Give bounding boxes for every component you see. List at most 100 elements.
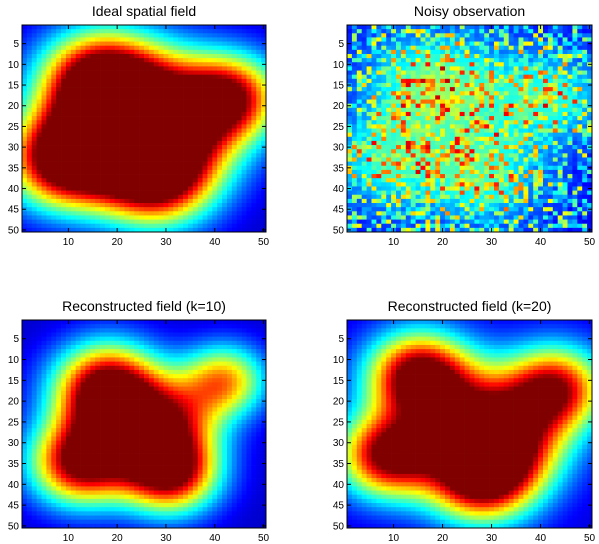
heatmap-cell bbox=[95, 95, 101, 100]
heatmap-cell bbox=[435, 186, 441, 191]
heatmap-cell bbox=[192, 99, 199, 105]
heatmap-cell bbox=[226, 78, 233, 84]
heatmap-cell bbox=[261, 120, 267, 125]
heatmap-cell bbox=[256, 58, 262, 63]
heatmap-cell bbox=[217, 186, 223, 191]
heatmap-cell bbox=[508, 111, 514, 117]
heatmap-cell bbox=[366, 203, 372, 208]
heatmap-cell bbox=[435, 145, 441, 150]
heatmap-cell bbox=[75, 136, 81, 142]
heatmap-cell bbox=[90, 194, 96, 200]
heatmap-cell bbox=[217, 87, 223, 92]
heatmap-cell bbox=[479, 91, 485, 96]
heatmap-cell bbox=[183, 227, 189, 233]
heatmap-cell bbox=[36, 219, 42, 225]
heatmap-cell bbox=[31, 169, 37, 175]
heatmap-cell bbox=[139, 45, 145, 51]
heatmap-cell bbox=[148, 91, 155, 96]
heatmap-cell bbox=[361, 74, 367, 80]
heatmap-cell bbox=[400, 74, 407, 80]
heatmap-cell bbox=[523, 161, 529, 167]
heatmap-cell bbox=[183, 95, 189, 100]
heatmap-cell bbox=[479, 74, 485, 80]
heatmap-cell bbox=[139, 128, 145, 133]
heatmap-cell bbox=[51, 66, 57, 71]
y-tick-label: 30 bbox=[8, 143, 20, 154]
heatmap-cell bbox=[400, 223, 407, 229]
heatmap-cell bbox=[114, 107, 120, 113]
heatmap-cell bbox=[65, 153, 72, 158]
heatmap-cell bbox=[577, 78, 583, 84]
heatmap-cell bbox=[129, 190, 135, 196]
heatmap-cell bbox=[435, 211, 441, 216]
heatmap-cell bbox=[494, 132, 500, 138]
heatmap-cell bbox=[425, 178, 431, 183]
heatmap-cell bbox=[168, 87, 174, 92]
heatmap-cell bbox=[459, 91, 465, 96]
heatmap-cell bbox=[187, 198, 194, 204]
heatmap-cell bbox=[538, 124, 544, 129]
heatmap-cell bbox=[528, 178, 534, 183]
heatmap-cell bbox=[22, 182, 28, 187]
heatmap-cell bbox=[85, 207, 91, 212]
heatmap-cell bbox=[361, 161, 367, 167]
heatmap-cell bbox=[405, 198, 412, 204]
heatmap-cell bbox=[31, 128, 37, 133]
heatmap-cell bbox=[36, 149, 42, 154]
heatmap-cell bbox=[231, 103, 238, 109]
heatmap-cell bbox=[494, 74, 500, 80]
heatmap-cell bbox=[26, 227, 33, 233]
heatmap-cell bbox=[474, 169, 480, 175]
heatmap-cell bbox=[400, 33, 407, 38]
heatmap-cell bbox=[381, 111, 387, 117]
heatmap-cell bbox=[75, 45, 81, 51]
heatmap-cell bbox=[65, 120, 72, 125]
heatmap-cell bbox=[144, 194, 150, 200]
heatmap-cell bbox=[513, 124, 519, 129]
heatmap-cell bbox=[207, 186, 213, 191]
heatmap-cell bbox=[65, 132, 72, 138]
heatmap-cell bbox=[22, 161, 28, 167]
heatmap-cell bbox=[251, 207, 257, 212]
heatmap-cell bbox=[356, 103, 363, 109]
heatmap-cell bbox=[449, 140, 456, 146]
heatmap-cell bbox=[518, 87, 524, 92]
heatmap-cell bbox=[222, 190, 228, 196]
heatmap-cell bbox=[222, 186, 228, 191]
heatmap-cell bbox=[552, 82, 559, 88]
heatmap-cell bbox=[420, 116, 426, 121]
heatmap-cell bbox=[173, 157, 179, 162]
heatmap-cell bbox=[494, 87, 500, 92]
heatmap-cell bbox=[410, 111, 416, 117]
heatmap-cell bbox=[75, 219, 81, 225]
heatmap-cell bbox=[104, 49, 111, 55]
heatmap-cell bbox=[46, 41, 52, 47]
heatmap-cell bbox=[582, 33, 588, 38]
heatmap-cell bbox=[528, 41, 534, 47]
heatmap-cell bbox=[420, 107, 426, 113]
heatmap-cell bbox=[80, 33, 86, 38]
heatmap-cell bbox=[415, 91, 421, 96]
heatmap-cell bbox=[400, 194, 407, 200]
heatmap-cell bbox=[582, 207, 588, 212]
heatmap-cell bbox=[31, 165, 37, 171]
heatmap-cell bbox=[405, 132, 412, 138]
heatmap-cell bbox=[503, 178, 510, 183]
heatmap-cell bbox=[479, 58, 485, 63]
heatmap-cell bbox=[386, 45, 392, 51]
heatmap-cell bbox=[51, 116, 57, 121]
heatmap-cell bbox=[51, 120, 57, 125]
heatmap-cell bbox=[459, 124, 465, 129]
heatmap-cell bbox=[361, 99, 367, 105]
heatmap-cell bbox=[376, 207, 382, 212]
heatmap-cell bbox=[134, 70, 140, 76]
heatmap-cell bbox=[104, 157, 111, 162]
heatmap-cell bbox=[173, 87, 179, 92]
heatmap-cell bbox=[469, 157, 475, 162]
heatmap-cell bbox=[144, 116, 150, 121]
heatmap-cell bbox=[562, 149, 568, 154]
heatmap-cell bbox=[361, 223, 367, 229]
heatmap-cell bbox=[183, 140, 189, 146]
heatmap-cell bbox=[187, 128, 194, 133]
heatmap-cell bbox=[381, 178, 387, 183]
